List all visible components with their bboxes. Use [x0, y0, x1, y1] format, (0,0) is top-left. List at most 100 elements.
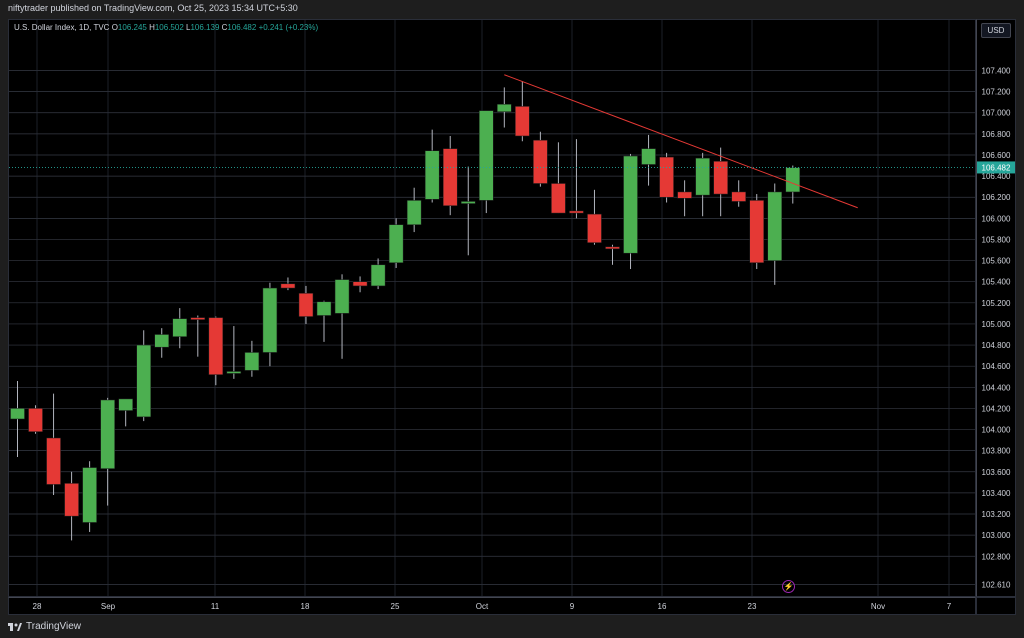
candle-down	[442, 148, 458, 206]
symbol-legend: U.S. Dollar Index, 1D, TVC O106.245 H106…	[14, 23, 318, 32]
candle-down	[749, 200, 764, 263]
price-tick-label: 104.800	[982, 341, 1011, 350]
candle-down	[731, 191, 746, 202]
candle-up	[316, 301, 332, 316]
price-tick-label: 103.200	[982, 510, 1011, 519]
high-value: 106.502	[154, 23, 184, 32]
candle-up	[10, 408, 25, 420]
time-tick-label: 28	[33, 602, 42, 611]
candle-up	[767, 191, 783, 261]
open-value: 106.245	[117, 23, 147, 32]
candle-up	[424, 150, 440, 200]
time-scale[interactable]	[8, 597, 976, 615]
tradingview-logo-icon	[8, 623, 22, 631]
price-tick-label: 104.200	[982, 404, 1011, 413]
time-tick-label: Oct	[476, 602, 489, 611]
low-label: L	[186, 23, 191, 32]
price-tick-label: 106.200	[982, 193, 1011, 202]
candle-down	[64, 483, 79, 517]
currency-button[interactable]: USD	[981, 23, 1011, 38]
price-tick-label: 107.200	[982, 88, 1011, 97]
published-caption: niftytrader published on TradingView.com…	[8, 3, 298, 13]
candle-down	[515, 106, 530, 137]
candle-down	[713, 161, 728, 195]
candle-down	[587, 213, 602, 243]
time-tick-label: 11	[211, 602, 220, 611]
candle-up	[118, 398, 133, 411]
close-label: C	[221, 23, 228, 32]
price-tick-label: 103.400	[982, 489, 1011, 498]
price-tick-label: 102.610	[982, 581, 1011, 590]
candle-up	[388, 224, 404, 263]
candle-down	[298, 293, 314, 317]
candle-down	[659, 156, 674, 198]
candle-down	[569, 210, 584, 214]
candle-up	[406, 200, 422, 225]
candle-down	[551, 183, 566, 214]
candle-up	[172, 318, 188, 337]
last-price-label: 106.482	[982, 163, 1011, 172]
candle-up	[497, 104, 512, 112]
price-tick-label: 103.600	[982, 468, 1011, 477]
candle-down	[533, 139, 548, 184]
price-tick-label: 106.400	[982, 172, 1011, 181]
candle-down	[46, 437, 61, 485]
time-tick-label: 18	[301, 602, 310, 611]
candle-down	[28, 408, 43, 432]
candle-down	[190, 317, 206, 320]
lightning-icon[interactable]: ⚡	[782, 580, 795, 593]
candle-up	[479, 110, 494, 201]
candle-up	[334, 279, 350, 314]
price-tick-label: 107.400	[982, 67, 1011, 76]
price-tick-label: 107.000	[982, 109, 1011, 118]
price-tick-label: 103.800	[982, 447, 1011, 456]
trend-line	[504, 74, 858, 209]
price-tick-label: 105.800	[982, 235, 1011, 244]
price-tick-label: 105.600	[982, 257, 1011, 266]
price-tick-label: 106.800	[982, 130, 1011, 139]
time-tick-label: 9	[570, 602, 575, 611]
price-tick-label: 102.800	[982, 552, 1011, 561]
change-value: +0.241 (+0.23%)	[258, 23, 319, 32]
symbol-title: U.S. Dollar Index, 1D, TVC	[14, 23, 110, 32]
candle-down	[208, 317, 224, 375]
time-tick-label: 23	[748, 602, 757, 611]
time-tick-label: Nov	[871, 602, 885, 611]
price-tick-label: 105.200	[982, 299, 1011, 308]
price-tick-label: 105.400	[982, 278, 1011, 287]
time-tick-label: 25	[391, 602, 400, 611]
scale-corner	[976, 597, 1016, 615]
candle-down	[352, 281, 368, 287]
price-tick-label: 104.600	[982, 362, 1011, 371]
candle-down	[280, 283, 296, 289]
candle-up	[82, 467, 97, 523]
open-label: O	[111, 23, 118, 32]
last-price-tag	[977, 161, 1015, 174]
price-tick-label: 106.600	[982, 151, 1011, 160]
price-tick-label: 103.000	[982, 531, 1011, 540]
candle-up	[262, 287, 278, 353]
time-tick-label: 7	[947, 602, 952, 611]
close-value: 106.482	[227, 23, 257, 32]
time-tick-label: Sep	[101, 602, 116, 611]
candle-down	[605, 246, 620, 250]
candle-up	[226, 371, 242, 374]
candle-up	[461, 201, 476, 204]
time-tick-label: 16	[658, 602, 667, 611]
candle-up	[785, 167, 801, 193]
candle-up	[695, 157, 710, 196]
candle-up	[100, 399, 115, 469]
high-label: H	[149, 23, 155, 32]
price-scale[interactable]	[976, 19, 1016, 597]
price-tick-label: 106.000	[982, 214, 1011, 223]
candle-up	[623, 155, 638, 254]
footer-bar: TradingView	[0, 617, 1024, 638]
candle-up	[244, 352, 260, 371]
candle-up	[641, 148, 656, 165]
low-value: 106.139	[190, 23, 220, 32]
price-tick-label: 105.000	[982, 320, 1011, 329]
brand-name: TradingView	[26, 621, 82, 632]
candle-down	[677, 191, 692, 199]
